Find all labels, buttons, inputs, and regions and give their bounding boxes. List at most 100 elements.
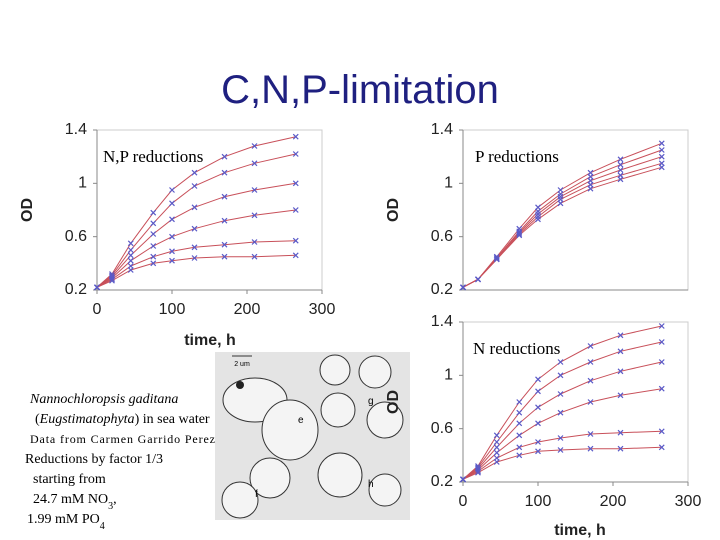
data-point — [587, 377, 594, 384]
data-point — [191, 244, 198, 251]
data-point — [251, 253, 258, 260]
nucleus — [236, 381, 244, 389]
data-point — [658, 444, 665, 451]
x-tick-label: 300 — [675, 493, 702, 510]
y-tick-label: 1 — [78, 175, 87, 192]
data-point — [292, 151, 299, 157]
x-tick-label: 300 — [309, 301, 336, 318]
note-text: Reductions by factor 1/3 — [25, 452, 163, 467]
note-text: 4 — [100, 521, 105, 532]
panel-label: e — [298, 415, 304, 426]
data-point — [516, 232, 523, 239]
note-text: starting from — [33, 472, 106, 487]
cell — [368, 473, 402, 507]
data-point — [557, 447, 564, 453]
data-point — [557, 391, 564, 397]
data-point — [658, 140, 665, 147]
data-point — [658, 359, 665, 365]
cell — [320, 392, 356, 428]
data-point — [475, 276, 481, 283]
data-point — [191, 183, 198, 189]
note-text: ( — [35, 412, 40, 427]
y-tick-label: 0.2 — [431, 281, 453, 298]
data-point — [150, 231, 157, 237]
data-point — [292, 252, 299, 259]
data-point — [617, 392, 624, 399]
data-point — [221, 217, 228, 224]
y-tick-label: 1.4 — [431, 121, 453, 138]
note-text: Eugstimatophyta — [39, 412, 135, 427]
data-point — [493, 444, 500, 451]
note-line: Nannochloropsis gaditana — [29, 392, 178, 407]
data-point — [617, 429, 624, 436]
y-axis-label: OD — [19, 198, 36, 222]
data-point — [658, 385, 665, 392]
data-point — [516, 452, 523, 459]
data-point — [251, 187, 258, 193]
data-point — [169, 200, 175, 207]
data-point — [221, 169, 228, 176]
data-point — [658, 323, 665, 329]
data-point — [516, 231, 523, 237]
data-point — [617, 348, 624, 355]
y-tick-label: 0.2 — [431, 473, 453, 490]
panel-label: h — [368, 479, 374, 490]
series-line — [462, 166, 662, 288]
data-point — [221, 193, 228, 200]
data-point — [221, 241, 228, 248]
annotation: N reductions — [473, 339, 560, 358]
data-point — [169, 216, 175, 223]
cell — [319, 354, 351, 386]
y-axis-label: OD — [385, 198, 402, 222]
y-tick-label: 0.6 — [431, 420, 453, 437]
data-point — [617, 332, 624, 339]
note-line: 1.99 mM PO4 — [27, 512, 105, 532]
note-line: (Eugstimatophyta) in sea water — [35, 412, 210, 427]
data-point — [150, 209, 157, 216]
data-point — [127, 252, 134, 259]
data-point — [516, 399, 523, 405]
cell — [261, 399, 319, 461]
data-point — [460, 284, 466, 291]
x-tick-label: 100 — [525, 493, 552, 510]
data-point — [516, 420, 523, 427]
note-line: 24.7 mM NO3, — [33, 492, 117, 512]
data-point — [658, 339, 665, 345]
y-tick-label: 0.6 — [65, 228, 87, 245]
panel-label: g — [368, 396, 374, 407]
data-point — [587, 431, 594, 437]
data-point — [94, 284, 100, 291]
data-point — [109, 277, 115, 284]
data-point — [557, 359, 564, 365]
note-text: , — [113, 492, 117, 507]
data-point — [516, 444, 523, 451]
data-point — [493, 255, 500, 261]
y-tick-label: 1 — [444, 175, 453, 192]
data-point — [587, 343, 594, 349]
data-point — [191, 204, 198, 211]
note-text: Data from Carmen Garrido Perez — [30, 432, 215, 446]
data-point — [658, 147, 665, 153]
cell — [221, 481, 259, 519]
series-line — [462, 430, 662, 480]
data-point — [617, 167, 624, 173]
data-point — [169, 257, 175, 264]
data-point — [535, 420, 541, 427]
note-text: 3 — [108, 501, 113, 512]
data-point — [251, 239, 258, 245]
x-tick-label: 0 — [459, 493, 468, 510]
cell — [317, 452, 363, 498]
x-axis-label: time, h — [184, 332, 236, 349]
slide-title: C,N,P-limitation — [221, 68, 499, 112]
data-point — [169, 233, 175, 240]
data-point — [535, 376, 541, 383]
data-point — [493, 432, 500, 439]
y-tick-label: 0.2 — [65, 281, 87, 298]
note-text: 24.7 mM NO — [33, 492, 108, 507]
data-point — [535, 404, 541, 411]
series-line — [462, 361, 662, 480]
annotation: P reductions — [475, 147, 559, 166]
x-tick-label: 200 — [600, 493, 627, 510]
data-point — [617, 445, 624, 452]
data-point — [127, 247, 134, 253]
